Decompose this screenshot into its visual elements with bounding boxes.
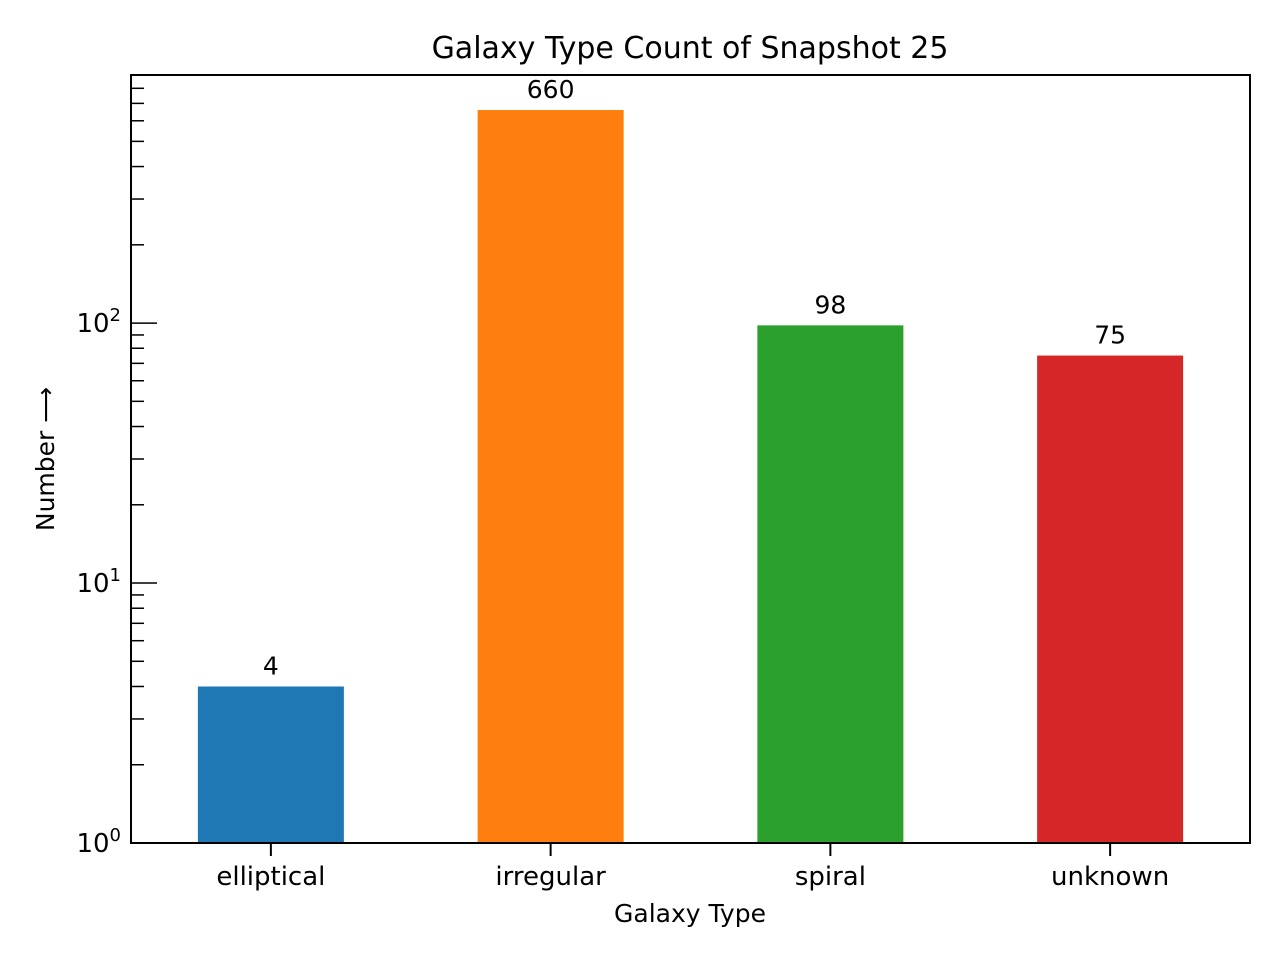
bar-unknown xyxy=(1037,355,1184,843)
bar-elliptical xyxy=(197,686,344,843)
ticks-layer: elliptical irregular spiral unknown 100 101 10… xyxy=(76,74,1169,892)
x-tick-label-irregular: irregular xyxy=(495,862,606,892)
plot-frame xyxy=(130,74,1251,844)
y-axis-label: Number ⟶ xyxy=(31,387,60,531)
x-axis-label: Galaxy Type xyxy=(614,899,766,928)
x-tick-label-spiral: spiral xyxy=(795,862,866,892)
data-label-unknown: 75 xyxy=(1094,321,1126,350)
y-tick-label: 101 xyxy=(76,565,121,599)
data-label-irregular: 660 xyxy=(527,75,575,104)
data-label-spiral: 98 xyxy=(814,290,846,319)
bar-irregular xyxy=(477,110,624,844)
y-tick-label: 100 xyxy=(76,825,121,859)
x-tick-label-unknown: unknown xyxy=(1051,862,1169,892)
bar-spiral xyxy=(757,325,904,843)
data-label-elliptical: 4 xyxy=(263,651,279,680)
x-tick-label-elliptical: elliptical xyxy=(216,862,325,892)
chart-title: Galaxy Type Count of Snapshot 25 xyxy=(432,31,949,66)
y-tick-label: 102 xyxy=(76,305,121,339)
bars-layer: 4 660 98 75 xyxy=(197,75,1184,844)
